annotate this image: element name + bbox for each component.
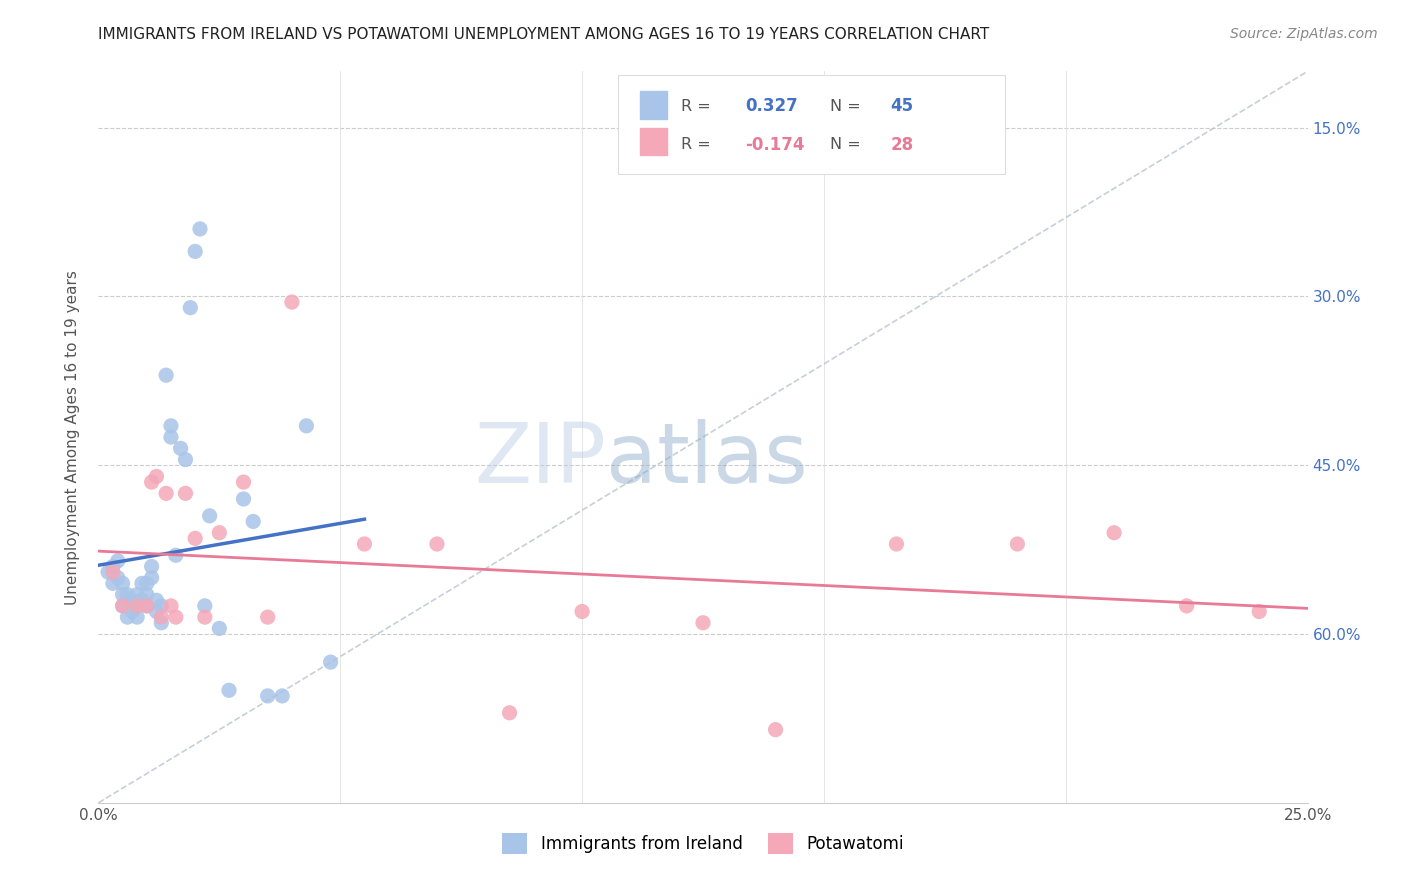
Point: [498, 706, 520, 720]
Text: atlas: atlas: [606, 418, 808, 500]
Point: [127, 599, 149, 613]
Point: [121, 593, 143, 607]
Text: R =: R =: [682, 137, 716, 152]
Point: [165, 610, 187, 624]
Point: [135, 588, 157, 602]
Point: [765, 723, 787, 737]
Text: ZIP: ZIP: [474, 418, 606, 500]
Text: R =: R =: [682, 99, 716, 114]
Point: [141, 559, 163, 574]
Point: [127, 610, 149, 624]
Point: [194, 610, 217, 624]
Point: [141, 475, 163, 489]
Point: [145, 605, 167, 619]
Point: [174, 452, 197, 467]
Point: [281, 295, 304, 310]
Point: [111, 599, 134, 613]
Point: [256, 610, 278, 624]
Point: [886, 537, 908, 551]
Point: [256, 689, 278, 703]
Y-axis label: Unemployment Among Ages 16 to 19 years: Unemployment Among Ages 16 to 19 years: [65, 269, 80, 605]
Text: -0.174: -0.174: [745, 136, 804, 153]
Point: [135, 599, 157, 613]
Point: [160, 599, 183, 613]
Text: 28: 28: [890, 136, 914, 153]
Point: [127, 588, 149, 602]
Point: [208, 621, 231, 635]
Point: [107, 554, 129, 568]
Point: [101, 565, 124, 579]
Point: [160, 418, 183, 433]
Point: [426, 537, 449, 551]
Point: [1102, 525, 1125, 540]
Text: N =: N =: [830, 99, 866, 114]
Point: [188, 222, 211, 236]
Point: [107, 571, 129, 585]
Point: [101, 576, 124, 591]
Point: [1249, 605, 1271, 619]
Point: [571, 605, 593, 619]
Point: [101, 559, 124, 574]
Point: [145, 469, 167, 483]
Point: [121, 605, 143, 619]
Point: [111, 588, 134, 602]
FancyBboxPatch shape: [619, 75, 1005, 174]
Point: [242, 515, 264, 529]
Point: [218, 683, 240, 698]
Point: [208, 525, 231, 540]
Point: [169, 442, 191, 456]
Point: [111, 576, 134, 591]
Point: [184, 244, 207, 259]
Text: 0.327: 0.327: [745, 97, 799, 115]
Point: [353, 537, 375, 551]
Point: [194, 599, 217, 613]
Point: [232, 475, 254, 489]
Point: [198, 508, 221, 523]
Text: Source: ZipAtlas.com: Source: ZipAtlas.com: [1230, 27, 1378, 41]
Text: N =: N =: [830, 137, 866, 152]
Point: [145, 593, 167, 607]
Point: [111, 599, 134, 613]
Point: [150, 615, 173, 630]
Point: [295, 418, 318, 433]
Point: [179, 301, 201, 315]
Point: [232, 491, 254, 506]
Point: [174, 486, 197, 500]
Point: [271, 689, 294, 703]
Point: [692, 615, 714, 630]
Point: [150, 610, 173, 624]
Point: [131, 593, 153, 607]
Bar: [640, 128, 666, 155]
Point: [117, 588, 139, 602]
Point: [155, 368, 177, 383]
Legend: Immigrants from Ireland, Potawatomi: Immigrants from Ireland, Potawatomi: [496, 827, 910, 860]
Point: [1007, 537, 1029, 551]
Point: [131, 576, 153, 591]
Point: [117, 610, 139, 624]
Bar: [640, 91, 666, 119]
Point: [319, 655, 342, 669]
Point: [184, 532, 207, 546]
Point: [160, 430, 183, 444]
Point: [1175, 599, 1198, 613]
Point: [141, 571, 163, 585]
Point: [135, 576, 157, 591]
Point: [165, 548, 187, 562]
Text: 45: 45: [890, 97, 914, 115]
Point: [97, 565, 120, 579]
Text: IMMIGRANTS FROM IRELAND VS POTAWATOMI UNEMPLOYMENT AMONG AGES 16 TO 19 YEARS COR: IMMIGRANTS FROM IRELAND VS POTAWATOMI UN…: [98, 27, 990, 42]
Point: [127, 599, 149, 613]
Point: [155, 486, 177, 500]
Point: [135, 599, 157, 613]
Point: [150, 599, 173, 613]
